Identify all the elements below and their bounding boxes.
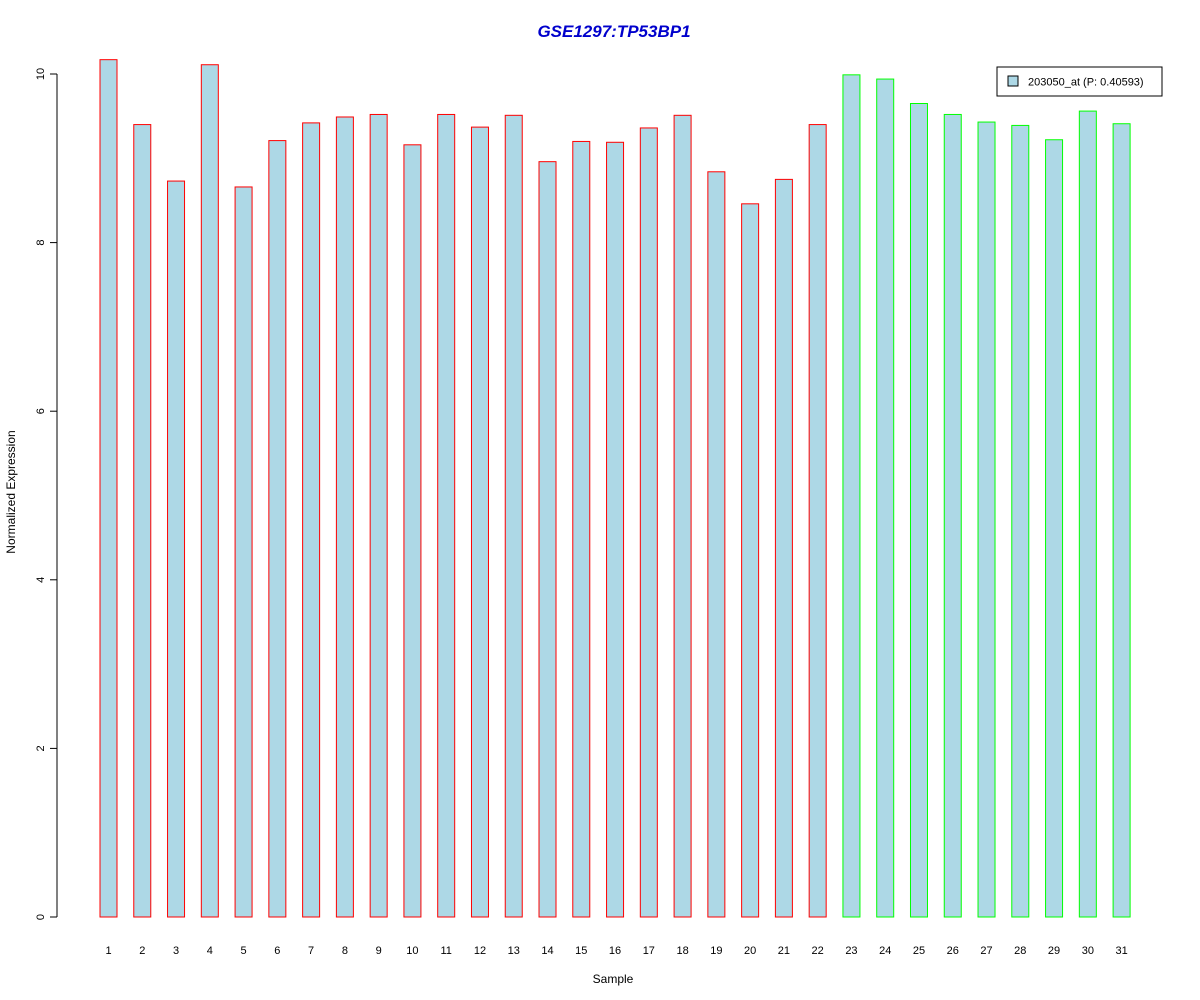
bar-sample-2 [133,124,152,918]
bar-sample-25 [909,103,928,918]
chart-title: GSE1297:TP53BP1 [537,22,690,41]
x-tick-label: 16 [609,945,621,957]
bar-sample-3 [167,180,186,918]
legend-label: 203050_at (P: 0.40593) [1028,77,1144,89]
bar-sample-19 [707,171,726,918]
x-tick-label: 27 [980,945,992,957]
bar-sample-11 [437,113,456,918]
y-tick-label: 10 [35,68,47,80]
bar-sample-17 [639,127,658,918]
x-tick-label: 28 [1014,945,1026,957]
bar-sample-26 [943,113,962,918]
legend-box [996,66,1163,97]
x-tick-label: 24 [879,945,891,957]
bar-sample-8 [335,116,354,918]
bar-sample-1 [99,59,118,918]
x-tick-label: 7 [308,945,314,957]
y-axis: 0 2 4 6 8 10 [35,68,58,920]
bar-sample-23 [842,74,861,918]
x-tick-label: 8 [342,945,348,957]
x-tick-label: 31 [1115,945,1127,957]
x-tick-label: 9 [376,945,382,957]
x-tick-label: 26 [947,945,959,957]
y-tick-label: 4 [35,577,47,583]
legend-swatch [1007,75,1019,87]
bar-sample-4 [200,64,219,918]
bar-sample-12 [470,126,489,918]
bar-sample-6 [268,140,287,918]
x-axis-label: Sample [593,972,634,986]
y-tick-label: 0 [35,914,47,920]
x-tick-label: 10 [406,945,418,957]
x-tick-label: 23 [845,945,857,957]
bar-sample-22 [808,124,827,918]
x-tick-label: 3 [173,945,179,957]
bars [99,59,1131,918]
x-tick-label: 5 [241,945,247,957]
y-tick-label: 6 [35,408,47,414]
bar-sample-7 [302,122,321,918]
x-tick-label: 22 [812,945,824,957]
legend: 203050_at (P: 0.40593) [996,66,1163,97]
x-tick-label: 30 [1082,945,1094,957]
x-tick-label: 4 [207,945,213,957]
y-tick-label: 8 [35,240,47,246]
x-tick-label: 14 [541,945,553,957]
x-tick-label: 19 [710,945,722,957]
x-tick-label: 17 [643,945,655,957]
x-tick-label: 29 [1048,945,1060,957]
x-tick-labels: 1 2 3 4 5 6 7 8 9 10 11 12 13 14 15 16 17 18 19 20 21 22 23 24 2… [105,945,1127,957]
bar-sample-29 [1045,139,1064,918]
bar-sample-13 [504,114,523,918]
x-tick-label: 12 [474,945,486,957]
x-tick-label: 2 [139,945,145,957]
bar-sample-18 [673,114,692,918]
x-tick-label: 15 [575,945,587,957]
x-tick-label: 13 [508,945,520,957]
x-tick-label: 25 [913,945,925,957]
bar-sample-30 [1078,110,1097,918]
x-tick-label: 21 [778,945,790,957]
x-tick-label: 11 [440,945,451,957]
x-tick-label: 1 [105,945,111,957]
y-tick-label: 2 [35,745,47,751]
bar-sample-27 [977,121,996,918]
bar-sample-24 [876,78,895,918]
bar-sample-10 [403,144,422,918]
bar-sample-16 [606,141,625,918]
bar-sample-21 [774,178,793,918]
bar-sample-9 [369,113,388,918]
bar-sample-31 [1112,123,1131,918]
bar-sample-15 [572,140,591,918]
x-tick-label: 6 [274,945,280,957]
bar-sample-14 [538,161,557,918]
bar-sample-28 [1011,124,1030,918]
x-tick-label: 18 [676,945,688,957]
bar-sample-20 [741,203,760,918]
bar-sample-5 [234,186,253,918]
x-tick-label: 20 [744,945,756,957]
y-axis-label: Normalized Expression [4,430,18,553]
